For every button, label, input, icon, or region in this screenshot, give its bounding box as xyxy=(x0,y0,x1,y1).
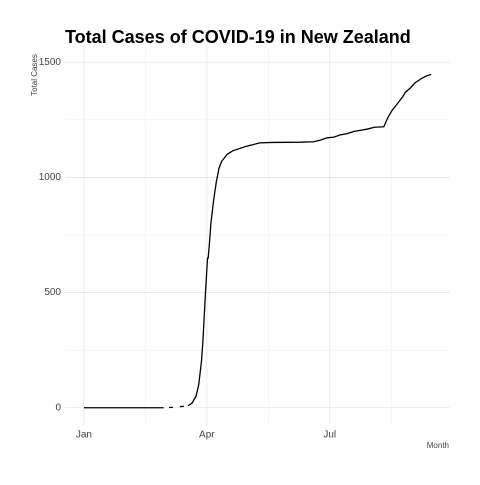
y-tick-label: 500 xyxy=(44,287,61,298)
y-tick-label: 0 xyxy=(55,402,61,413)
y-tick-label: 1500 xyxy=(39,57,62,68)
y-axis-label: Total Cases xyxy=(30,54,39,96)
x-tick-label: Jan xyxy=(76,430,92,441)
y-tick-label: 1000 xyxy=(39,172,62,183)
x-axis-label: Month xyxy=(427,441,449,450)
chart-title: Total Cases of COVID-19 in New Zealand xyxy=(65,27,411,47)
x-tick-label: Apr xyxy=(199,430,215,441)
x-tick-label: Jul xyxy=(323,430,336,441)
line xyxy=(83,73,432,409)
